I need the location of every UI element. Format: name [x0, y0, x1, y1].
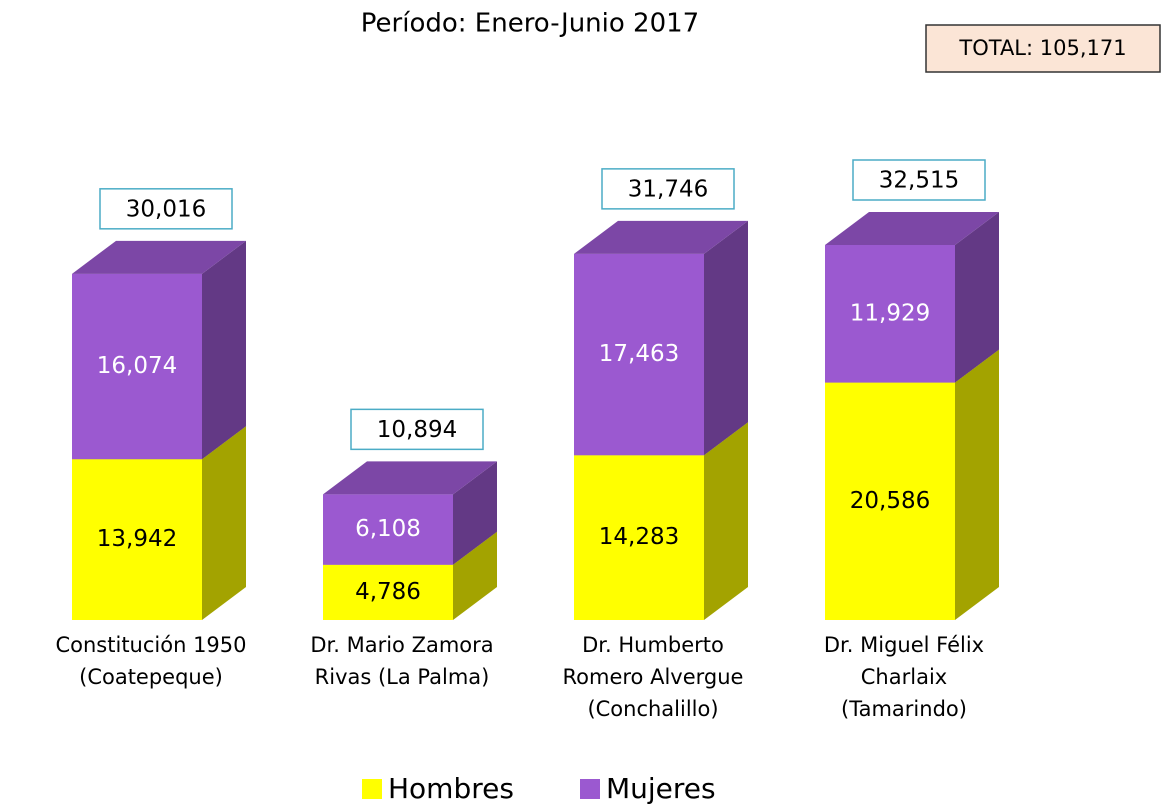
- bar-side: [955, 349, 999, 620]
- total-box: [601, 168, 735, 210]
- bar-side: [202, 426, 246, 620]
- total-box: [350, 408, 484, 451]
- x-tick-label: Constitución 1950 (Coatepeque): [55, 633, 247, 689]
- value-label: 4,786: [355, 579, 421, 605]
- bar-side: [955, 212, 999, 383]
- bar-front: [574, 455, 704, 620]
- value-label: 6,108: [355, 516, 421, 542]
- total-box: [925, 24, 1161, 73]
- total-label: 31,746: [628, 176, 708, 202]
- bar-front: [323, 564, 453, 620]
- bar-front: [323, 494, 453, 565]
- legend-swatch: [362, 779, 382, 799]
- total-label: 10,894: [377, 417, 457, 443]
- total-label: 30,016: [126, 196, 206, 222]
- total-label: 32,515: [879, 168, 959, 194]
- legend-swatch: [580, 779, 600, 799]
- legend-label: Mujeres: [606, 772, 716, 805]
- value-label: 11,929: [850, 300, 930, 326]
- bar-front: [574, 253, 704, 456]
- value-label: 17,463: [599, 341, 679, 367]
- bar-side: [704, 220, 748, 456]
- x-tick-label: Dr. Mario Zamora Rivas (La Palma): [310, 633, 494, 689]
- bar-top: [825, 212, 999, 245]
- bar-side: [453, 531, 497, 620]
- bar-top: [323, 461, 497, 495]
- chart-title: Período: Enero-Junio 2017: [361, 9, 699, 39]
- value-label: 20,586: [850, 488, 930, 514]
- bar-side: [202, 240, 246, 460]
- bar-front: [72, 459, 202, 620]
- total-annotation: TOTAL: 105,171: [958, 36, 1126, 60]
- value-label: 13,942: [97, 526, 177, 552]
- value-label: 14,283: [599, 524, 679, 550]
- bar-front: [825, 245, 955, 383]
- x-tick-label: Dr. Humberto Romero Alvergue (Conchalill…: [562, 633, 744, 721]
- bar-side: [453, 461, 497, 565]
- bar-side: [704, 422, 748, 620]
- legend-label: Hombres: [388, 772, 514, 805]
- bar-top: [72, 240, 246, 274]
- bar-front: [825, 382, 955, 620]
- bar-top: [574, 220, 748, 254]
- total-box: [852, 159, 986, 201]
- x-tick-label: Dr. Miguel Félix Charlaix (Tamarindo): [823, 633, 985, 721]
- total-box: [99, 188, 233, 230]
- bar-front: [72, 273, 202, 460]
- value-label: 16,074: [97, 353, 177, 379]
